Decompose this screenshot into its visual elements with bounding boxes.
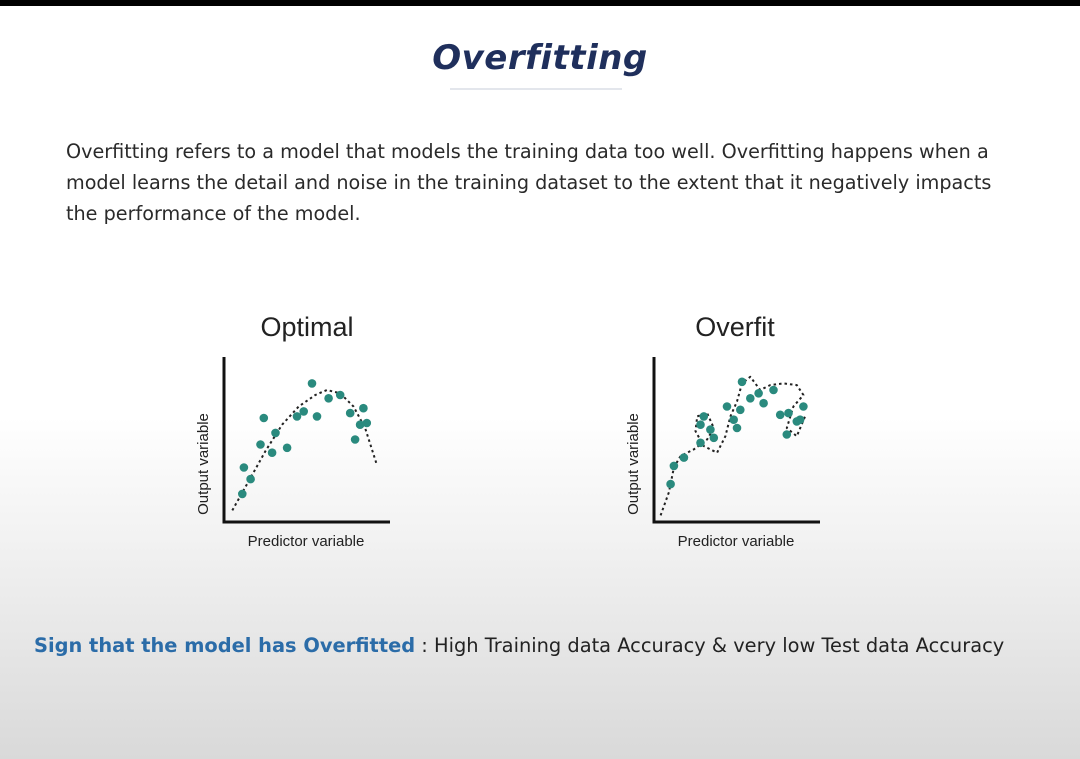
optimal-data-point	[350, 435, 360, 444]
overfit-data-point	[729, 415, 738, 424]
overfit-data-point	[696, 438, 705, 448]
optimal-fit-line	[231, 389, 378, 511]
overfit-fit-line	[659, 375, 807, 516]
optimal-data-point	[259, 413, 269, 423]
overfit-x-axis-label: Predictor variable	[678, 533, 795, 550]
optimal-data-point	[267, 448, 277, 457]
optimal-data-point	[282, 443, 292, 453]
overfit-data-point	[679, 453, 689, 462]
description-paragraph: Overfitting refers to a model that model…	[66, 140, 992, 225]
optimal-x-axis-label: Predictor variable	[248, 533, 365, 550]
overfit-data-point	[784, 408, 793, 418]
overfit-data-point	[769, 385, 778, 395]
overfit-y-axis-label: Output variable	[625, 413, 642, 515]
optimal-data-point	[359, 403, 368, 413]
title-underline	[450, 88, 622, 90]
overfit-data-point	[699, 412, 709, 421]
optimal-y-axis-label: Output variable	[195, 413, 212, 515]
overfit-data-point	[696, 420, 705, 429]
optimal-data-point	[335, 390, 345, 400]
overfit-data-point	[795, 415, 805, 424]
overfit-chart: Predictor variable Output variable	[625, 357, 820, 550]
optimal-data-point	[299, 407, 308, 416]
overfit-data-point	[722, 402, 732, 411]
overfit-data-point	[799, 402, 808, 411]
optimal-data-point	[292, 412, 302, 421]
overfit-data-point	[782, 430, 792, 439]
overfit-data-point	[746, 394, 755, 403]
optimal-data-point	[345, 408, 355, 418]
footer-text: : High Training data Accuracy & very low…	[415, 634, 1005, 657]
overfit-data-point	[709, 433, 719, 443]
optimal-data-point	[239, 463, 249, 472]
overfit-data-point	[759, 398, 768, 408]
chart-title-optimal: Optimal	[260, 312, 354, 342]
overfit-data-point	[732, 423, 742, 433]
overfit-data-point	[737, 377, 747, 387]
slide-title: Overfitting	[432, 38, 648, 78]
overfit-data-point	[736, 405, 745, 415]
top-border-bar	[0, 0, 1080, 6]
overfit-data-point	[666, 479, 675, 489]
optimal-data-point	[362, 418, 372, 428]
optimal-data-point	[307, 379, 317, 388]
footer-lead: Sign that the model has Overfitted	[34, 634, 416, 657]
optimal-data-point	[256, 440, 265, 449]
optimal-data-point	[355, 420, 365, 429]
overfit-data-point	[754, 389, 763, 398]
footer-note: Sign that the model has Overfitted : Hig…	[34, 634, 1074, 657]
optimal-data-point	[312, 412, 322, 421]
optimal-chart: Predictor variable Output variable	[195, 357, 390, 550]
overfit-data-point	[775, 410, 785, 420]
optimal-data-point	[324, 394, 333, 403]
overfit-data-point	[669, 461, 679, 471]
optimal-data-point	[271, 428, 280, 438]
optimal-data-point	[246, 474, 255, 484]
optimal-data-point	[238, 489, 247, 499]
overfit-data-point	[706, 425, 715, 434]
chart-title-overfit: Overfit	[695, 312, 775, 342]
